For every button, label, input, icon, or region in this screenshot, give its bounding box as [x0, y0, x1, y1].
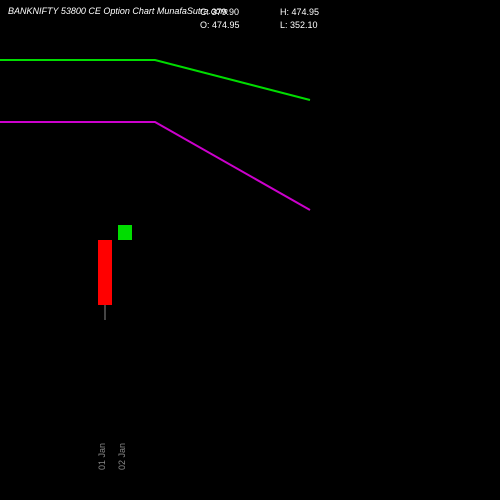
ohlc-close-row: C: 379.90: [200, 6, 240, 19]
x-axis-label-1: 01 Jan: [97, 443, 107, 470]
ohlc-high-label: H:: [280, 7, 289, 17]
ohlc-close-label: C:: [200, 7, 209, 17]
ohlc-open-label: O:: [200, 20, 210, 30]
chart-background: [0, 0, 500, 500]
chart-container: 01 Jan 02 Jan BANKNIFTY 53800 CE Option …: [0, 0, 500, 500]
candle-2-body: [118, 225, 132, 240]
ohlc-low-label: L:: [280, 20, 288, 30]
chart-title: BANKNIFTY 53800 CE Option Chart MunafaSu…: [8, 6, 228, 16]
ohlc-low-row: L: 352.10: [280, 19, 319, 32]
x-axis-label-2: 02 Jan: [117, 443, 127, 470]
ohlc-low-value: 352.10: [290, 20, 318, 30]
ohlc-open-value: 474.95: [212, 20, 240, 30]
ohlc-high-value: 474.95: [292, 7, 320, 17]
ohlc-high-row: H: 474.95: [280, 6, 319, 19]
ohlc-close-value: 379.90: [212, 7, 240, 17]
candle-1-body: [98, 240, 112, 305]
ohlc-high-low: H: 474.95 L: 352.10: [280, 6, 319, 32]
ohlc-close-open: C: 379.90 O: 474.95: [200, 6, 240, 32]
plot-area: 01 Jan 02 Jan: [0, 0, 500, 500]
ohlc-open-row: O: 474.95: [200, 19, 240, 32]
candle-2: [118, 225, 132, 240]
